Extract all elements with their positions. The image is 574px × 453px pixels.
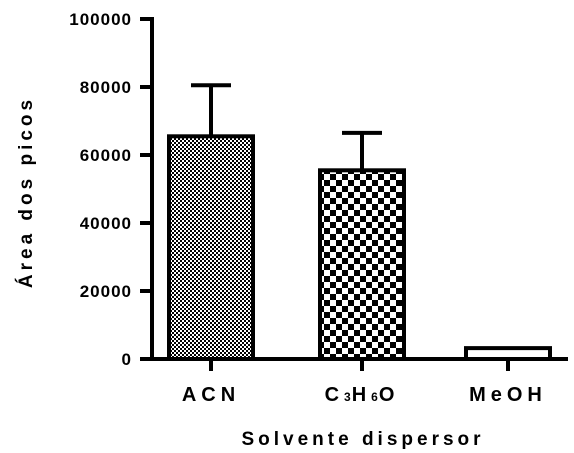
y-axis-title: Área dos picos: [15, 96, 37, 288]
y-tick-label: 100000: [69, 10, 132, 29]
y-tick-label: 60000: [80, 146, 132, 165]
y-ticks-layer: 0 20000 40000 60000 80000 100000: [69, 10, 152, 369]
y-tick-label: 40000: [80, 214, 132, 233]
x-tick-label-meoh: MeOH: [469, 384, 547, 406]
bar-c3h6o: [318, 168, 406, 361]
x-tick-label-c3h6o: C3H6O: [325, 384, 400, 406]
y-tick-label: 80000: [80, 78, 132, 97]
x-tick-label-part: C: [325, 384, 344, 406]
x-tick-label-part: MeOH: [469, 384, 547, 406]
error-bars-layer: [191, 83, 382, 171]
bar-acn: [167, 134, 255, 361]
x-tick-label-part: 6: [371, 390, 379, 404]
x-ticks-layer: ACN C3H6O MeOH: [182, 359, 547, 406]
bars-layer: [167, 134, 552, 361]
x-tick-label-part: ACN: [182, 384, 240, 406]
y-tick-label: 0: [122, 350, 132, 369]
x-axis-title: Solvente dispersor: [241, 429, 484, 450]
x-tick-label-part: O: [379, 384, 400, 406]
x-tick-label-acn: ACN: [182, 384, 240, 406]
x-tick-label-part: 3: [344, 390, 352, 404]
y-tick-label: 20000: [80, 282, 132, 301]
x-tick-label-part: H: [352, 384, 371, 406]
